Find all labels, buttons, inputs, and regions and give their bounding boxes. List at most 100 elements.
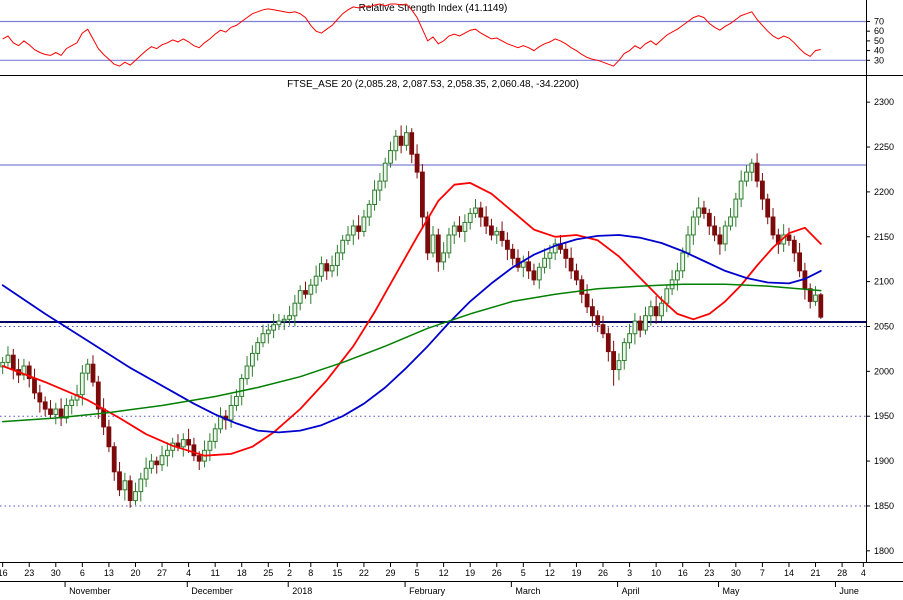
candle	[127, 480, 133, 501]
candle	[409, 132, 415, 155]
candle	[388, 150, 393, 164]
candle	[435, 234, 441, 263]
candle	[473, 207, 478, 214]
candle	[664, 288, 670, 304]
candle	[260, 333, 266, 344]
month-label: April	[622, 586, 640, 596]
candle	[489, 225, 494, 236]
x-tick-label: 16	[678, 568, 688, 578]
candle	[196, 455, 202, 462]
candle	[706, 212, 712, 227]
candle	[584, 293, 590, 308]
x-tick-label: 7	[760, 568, 765, 578]
candle	[271, 324, 277, 331]
candle	[297, 290, 303, 304]
candle	[313, 275, 319, 286]
x-tick-label: 12	[545, 568, 555, 578]
candle	[733, 198, 739, 218]
candle	[372, 189, 378, 206]
candle	[643, 315, 648, 331]
candle	[632, 320, 638, 335]
candle	[696, 207, 702, 218]
x-tick-label: 4	[861, 568, 866, 578]
x-tick-label: 2	[287, 568, 292, 578]
candle	[621, 342, 627, 362]
candle	[350, 225, 356, 236]
candle	[510, 248, 516, 259]
candle	[478, 207, 484, 218]
candle	[595, 315, 601, 326]
candle	[143, 467, 149, 480]
candle	[505, 239, 510, 250]
x-tick-label: 23	[24, 568, 34, 578]
candle	[414, 153, 420, 173]
candle	[138, 478, 144, 493]
candle	[685, 234, 691, 254]
candle	[807, 288, 813, 302]
candle	[165, 449, 170, 457]
candle	[281, 318, 287, 322]
candle	[675, 270, 680, 281]
candle	[738, 180, 744, 200]
candle	[244, 365, 250, 380]
candle	[717, 234, 723, 245]
month-label: November	[69, 586, 111, 596]
candle	[446, 234, 452, 254]
x-tick-label: 8	[308, 568, 313, 578]
x-tick-label: 19	[571, 568, 581, 578]
x-tick-label: 20	[130, 568, 140, 578]
candle	[154, 460, 160, 466]
candle	[536, 266, 542, 281]
candle	[53, 408, 59, 415]
candle	[712, 225, 718, 236]
x-tick-label: 19	[465, 568, 475, 578]
x-tick-label: 30	[51, 568, 61, 578]
candle	[542, 257, 548, 268]
candle	[133, 491, 138, 502]
candle	[382, 162, 388, 182]
x-tick-label: 3	[627, 568, 632, 578]
candle	[101, 408, 106, 428]
candle	[457, 225, 463, 232]
candle	[690, 216, 696, 236]
candle	[276, 320, 282, 326]
candle	[32, 378, 37, 394]
price-y-label: 1900	[874, 456, 894, 466]
candle	[483, 216, 489, 227]
candle	[329, 265, 335, 272]
x-tick-label: 5	[415, 568, 420, 578]
price-y-label: 2150	[874, 232, 894, 242]
candle	[149, 460, 154, 469]
price-y-label: 1850	[874, 501, 894, 511]
candle	[287, 315, 293, 320]
x-tick-label: 5	[521, 568, 526, 578]
rsi-line	[2, 3, 821, 67]
rsi-y-label: 60	[874, 26, 884, 36]
price-y-label: 1800	[874, 546, 894, 556]
month-label: February	[409, 586, 446, 596]
candle	[627, 333, 633, 344]
x-tick-label: 29	[385, 568, 395, 578]
candle	[563, 248, 569, 259]
x-tick-label: 6	[80, 568, 85, 578]
candle	[345, 234, 351, 241]
candle	[239, 378, 245, 397]
candle	[441, 252, 447, 263]
candle	[653, 306, 659, 317]
candle	[191, 444, 197, 457]
ma-slow-line	[1, 283, 822, 423]
candle	[754, 162, 760, 182]
candle	[42, 401, 48, 410]
x-tick-label: 26	[598, 568, 608, 578]
candle	[292, 302, 298, 317]
price-y-label: 2000	[874, 366, 894, 376]
x-tick-label: 18	[237, 568, 247, 578]
x-tick-label: 10	[651, 568, 661, 578]
candle	[728, 216, 733, 227]
month-label: 2018	[292, 586, 312, 596]
candle	[797, 252, 803, 272]
candle	[64, 405, 69, 419]
candle	[324, 263, 330, 272]
candle	[159, 455, 165, 466]
